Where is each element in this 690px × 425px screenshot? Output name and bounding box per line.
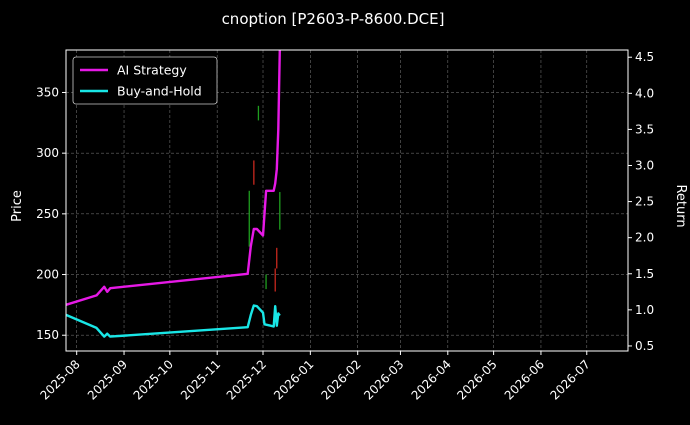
legend: AI Strategy Buy-and-Hold [72, 56, 218, 105]
y-tick-label: 300 [36, 146, 59, 160]
y2-tick-label: 1.5 [635, 267, 654, 281]
y-tick-label: 200 [36, 268, 59, 282]
y2-tick-label: 2.5 [635, 195, 654, 209]
y-tick-label: 250 [36, 207, 59, 221]
legend-box [72, 56, 218, 105]
grid [66, 50, 628, 351]
x-tick-label: 2026-02 [318, 357, 363, 402]
x-tick-label: 2026-04 [409, 357, 454, 402]
x-tick-label: 2025-11 [178, 357, 223, 402]
x-tick-label: 2026-05 [454, 357, 499, 402]
y2-tick-label: 3.5 [635, 122, 654, 136]
legend-label: Buy-and-Hold [117, 84, 202, 99]
plot-frame [65, 49, 629, 352]
y2-tick-label: 4.0 [635, 86, 654, 100]
y2-axis-label: Return [673, 184, 688, 227]
x-tick-label: 2025-08 [37, 357, 82, 402]
legend-label: AI Strategy [117, 63, 187, 78]
y2-tick-label: 0.5 [635, 339, 654, 353]
y2-tick-label: 4.5 [635, 50, 654, 64]
x-tick-label: 2026-03 [361, 357, 406, 402]
x-tick-label: 2026-06 [502, 357, 547, 402]
series-lines [65, 49, 281, 338]
chart-title: cnoption [P2603-P-8600.DCE] [222, 10, 445, 28]
y2-tick-label: 3.0 [635, 158, 654, 172]
series-line-buy-and-hold [65, 304, 281, 338]
x-tick-label: 2026-01 [271, 357, 316, 402]
y-tick-label: 350 [36, 85, 59, 99]
x-tick-label: 2026-07 [548, 357, 593, 402]
x-tick-label: 2025-10 [131, 357, 176, 402]
y2-tick-label: 2.0 [635, 231, 654, 245]
x-tick-label: 2025-12 [224, 357, 269, 402]
y-tick-label: 150 [36, 328, 59, 342]
y2-tick-label: 1.0 [635, 303, 654, 317]
price-bars [248, 105, 281, 292]
y-axis-label: Price [10, 190, 25, 222]
series-line-ai-strategy [65, 49, 281, 306]
x-tick-label: 2025-09 [85, 357, 130, 402]
